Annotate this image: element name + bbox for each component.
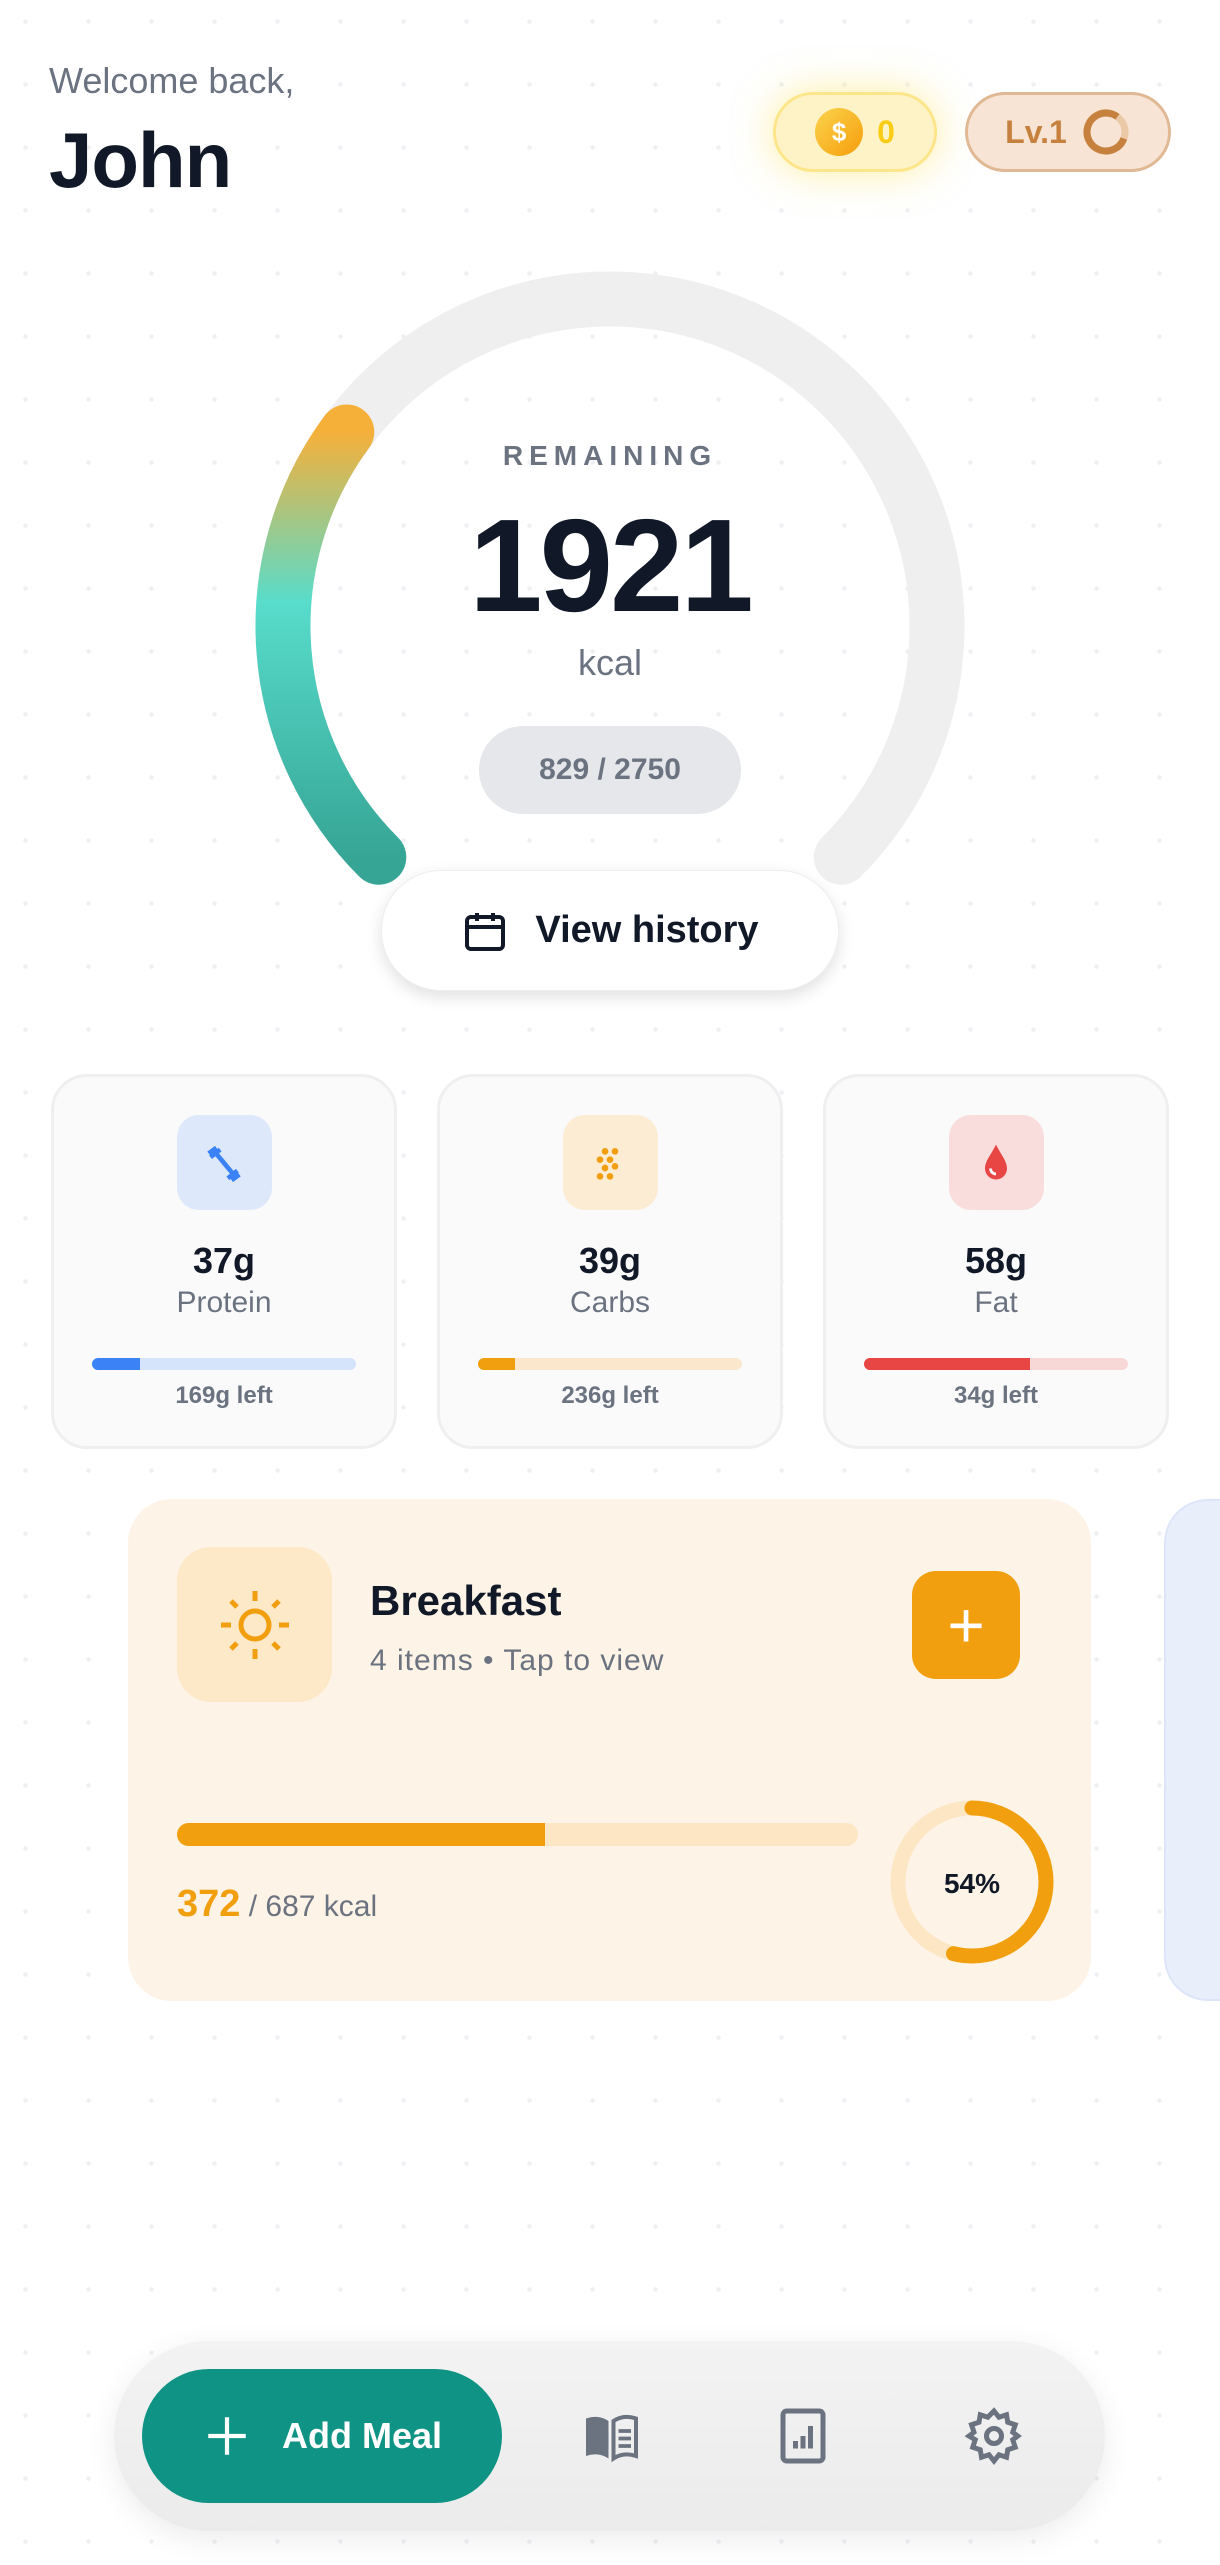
macro-progress-fill (92, 1358, 140, 1370)
meal-percent-ring: 54% (890, 1800, 1054, 1964)
add-food-button[interactable]: + (912, 1571, 1020, 1679)
remaining-label: REMAINING (502, 440, 718, 471)
macro-progress-bar (92, 1358, 356, 1370)
macro-label: Fat (974, 1286, 1018, 1319)
macro-card-protein[interactable]: 37g Protein 169g left (51, 1074, 397, 1449)
add-meal-button[interactable]: Add Meal (142, 2369, 502, 2503)
macro-card-fat[interactable]: 58g Fat 34g left (823, 1074, 1169, 1449)
sun-icon (220, 1590, 289, 1659)
calorie-gauge (255, 271, 965, 885)
macro-value: 37g (192, 1240, 256, 1281)
meal-card-breakfast[interactable]: Breakfast 4 items • Tap to view + 372 / … (128, 1499, 1091, 2001)
macro-icon-box (562, 1115, 658, 1210)
level-label: Lv.1 (1005, 113, 1067, 150)
meal-percent: 54% (944, 1868, 1000, 1899)
macro-progress-fill (478, 1358, 515, 1370)
meal-goal: / 687 kcal (248, 1890, 378, 1923)
plus-icon (208, 2417, 246, 2455)
macro-remaining: 236g left (561, 1382, 659, 1409)
consumed-of-goal: 829 / 2750 (479, 726, 741, 814)
macro-progress-fill (864, 1358, 1031, 1370)
meal-title: Breakfast (370, 1577, 562, 1624)
macro-progress-bar (478, 1358, 742, 1370)
coin-icon: $ (815, 108, 864, 156)
meal-subtitle: 4 items • Tap to view (370, 1644, 665, 1677)
macro-icon-box (948, 1115, 1044, 1210)
book-icon[interactable] (581, 2406, 641, 2466)
meal-progress-fill (177, 1823, 545, 1846)
view-history-button[interactable]: View history (381, 870, 839, 991)
stats-icon[interactable] (773, 2406, 833, 2466)
gauge-progress (255, 404, 407, 885)
remaining-calories: 1921 (469, 492, 754, 639)
plus-icon: + (947, 1589, 985, 1661)
macro-card-carbs[interactable]: 39g Carbs 236g left (437, 1074, 783, 1449)
macro-value: 39g (578, 1240, 642, 1281)
meal-card-next[interactable] (1164, 1499, 1220, 2001)
dumbbell-icon (207, 1145, 241, 1182)
calendar-icon (465, 912, 506, 951)
settings-gear-icon[interactable] (964, 2406, 1024, 2466)
user-name: John (49, 116, 232, 204)
coins-badge[interactable]: $ 0 (773, 92, 937, 172)
sun-icon-box (177, 1547, 332, 1702)
macro-remaining: 169g left (175, 1382, 273, 1409)
macro-progress-bar (864, 1358, 1128, 1370)
grain-icon (596, 1147, 619, 1180)
bottom-nav: Add Meal (114, 2341, 1105, 2531)
level-badge[interactable]: Lv.1 (965, 92, 1171, 172)
macro-value: 58g (964, 1240, 1028, 1281)
calorie-unit: kcal (577, 642, 643, 683)
level-progress-ring-icon (1083, 109, 1129, 155)
meal-calories: 372 / 687 kcal (177, 1883, 377, 1926)
macro-label: Carbs (569, 1286, 651, 1319)
coin-count: 0 (877, 113, 895, 150)
macro-remaining: 34g left (953, 1382, 1039, 1409)
meal-ring-progress (890, 1800, 1054, 1964)
welcome-text: Welcome back, (49, 60, 295, 101)
meal-progress-bar (177, 1823, 858, 1846)
drop-icon (985, 1144, 1007, 1179)
macro-icon-box (176, 1115, 272, 1210)
macro-label: Protein (176, 1286, 272, 1319)
add-meal-label: Add Meal (281, 2415, 442, 2456)
meal-consumed: 372 (177, 1883, 241, 1925)
view-history-label: View history (535, 909, 759, 951)
